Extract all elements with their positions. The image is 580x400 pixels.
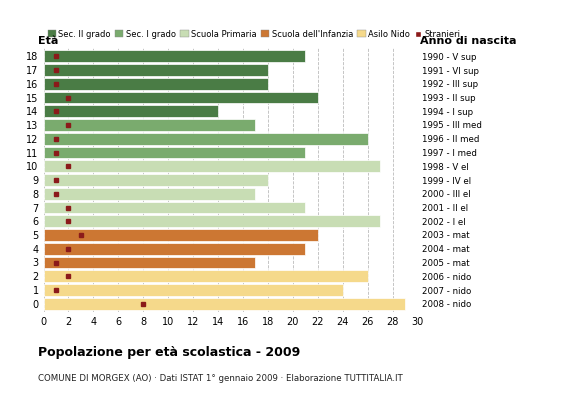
- Legend: Sec. II grado, Sec. I grado, Scuola Primaria, Scuola dell'Infanzia, Asilo Nido, : Sec. II grado, Sec. I grado, Scuola Prim…: [48, 30, 461, 38]
- Bar: [44, 188, 255, 200]
- Bar: [44, 216, 380, 227]
- Bar: [44, 298, 405, 310]
- Text: COMUNE DI MORGEX (AO) · Dati ISTAT 1° gennaio 2009 · Elaborazione TUTTITALIA.IT: COMUNE DI MORGEX (AO) · Dati ISTAT 1° ge…: [38, 374, 403, 383]
- Bar: [44, 92, 318, 103]
- Bar: [44, 106, 218, 117]
- Bar: [44, 174, 268, 186]
- Bar: [44, 78, 268, 90]
- Text: Età: Età: [38, 36, 58, 46]
- Bar: [44, 147, 305, 158]
- Bar: [44, 160, 380, 172]
- Bar: [44, 202, 305, 213]
- Bar: [44, 50, 305, 62]
- Bar: [44, 229, 318, 241]
- Bar: [44, 64, 268, 76]
- Bar: [44, 133, 368, 144]
- Bar: [44, 284, 343, 296]
- Text: Popolazione per età scolastica - 2009: Popolazione per età scolastica - 2009: [38, 346, 300, 359]
- Bar: [44, 270, 368, 282]
- Bar: [44, 243, 305, 254]
- Text: Anno di nascita: Anno di nascita: [420, 36, 517, 46]
- Bar: [44, 119, 255, 131]
- Bar: [44, 257, 255, 268]
